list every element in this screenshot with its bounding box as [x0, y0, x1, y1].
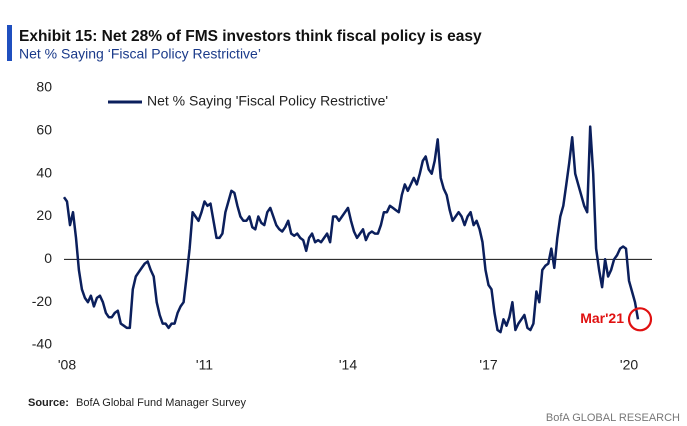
y-tick-label: 0	[44, 250, 52, 266]
chart-subtitle: Net % Saying ‘Fiscal Policy Restrictive’	[19, 46, 261, 62]
chart-title: Exhibit 15: Net 28% of FMS investors thi…	[19, 28, 482, 45]
footer: BofA GLOBAL RESEARCH	[546, 412, 680, 424]
y-tick-label: 20	[36, 207, 52, 223]
y-tick-label: 80	[36, 79, 52, 95]
y-tick-label: -20	[32, 293, 52, 309]
x-tick-label: '20	[620, 357, 638, 373]
x-tick-label: '11	[196, 357, 213, 373]
source-label: Source:	[28, 397, 69, 409]
y-tick-label: 60	[36, 122, 52, 138]
data-line	[62, 125, 640, 334]
source: BofA Global Fund Manager Survey	[76, 397, 246, 409]
y-tick-label: 40	[36, 164, 52, 180]
title-bar	[7, 25, 12, 61]
x-tick-label: '08	[58, 357, 76, 373]
x-tick-label: '14	[339, 357, 357, 373]
legend-label: Net % Saying 'Fiscal Policy Restrictive'	[147, 93, 388, 109]
annotation: Mar'21	[580, 310, 624, 326]
x-tick-label: '17	[479, 357, 497, 373]
annotation-circle	[627, 307, 653, 332]
y-tick-label: -40	[32, 336, 52, 352]
